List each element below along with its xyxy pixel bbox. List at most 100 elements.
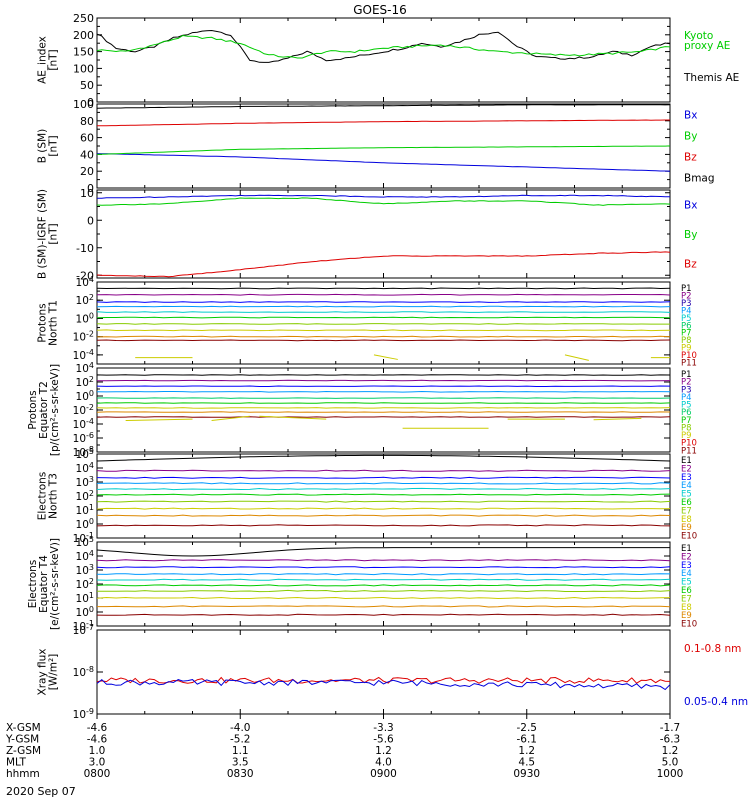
- ephemeris-row-label: Y-GSM: [5, 734, 39, 746]
- y-tick-label: 101: [76, 591, 94, 605]
- y-tick-label: 105: [76, 535, 94, 549]
- y-axis-label: North T3: [48, 473, 60, 519]
- y-tick-label: 0: [87, 214, 94, 227]
- panel-1: B (SM) [nT] 0 20 40 60 80 100 Bx By Bz Bmag: [37, 98, 715, 195]
- legend-label: E7: [681, 594, 692, 604]
- y-axis-label: B (SM)-IGRF (SM): [37, 189, 49, 279]
- flux-series: [96, 397, 671, 399]
- y-tick-label: 200: [73, 29, 94, 42]
- legend-label: E8: [681, 603, 692, 613]
- ephemeris-value: -6.1: [517, 734, 538, 746]
- y-axis-label: [nT]: [48, 49, 60, 70]
- flux-series: [96, 329, 671, 332]
- y-tick-label: 10-9: [73, 707, 94, 721]
- y-tick-label: 10-4: [73, 348, 94, 362]
- y-tick-label: 10-1: [73, 619, 94, 633]
- flux-series: [96, 547, 670, 557]
- legend-label: E3: [681, 561, 692, 571]
- ephemeris-value: -3.3: [373, 722, 394, 734]
- flux-series: [96, 293, 671, 296]
- y-tick-label: 102: [76, 577, 94, 591]
- flux-series: [96, 323, 670, 325]
- panel-6: Electrons Equator T4 [e/(cm²-s-sr-keV)] 105…: [27, 535, 697, 633]
- y-axis-label: [nT]: [48, 223, 60, 244]
- ephemeris-value: 1.2: [375, 745, 392, 757]
- legend-label: By: [684, 229, 697, 241]
- legend-label: Kyoto: [684, 30, 713, 42]
- legend-label: P10: [681, 439, 697, 449]
- legend-label: 0.1-0.8 nm: [684, 643, 741, 655]
- series-line-bz: [97, 119, 670, 127]
- legend-label: P3: [681, 299, 692, 309]
- y-tick-label: 10-8: [73, 445, 94, 459]
- panel-frame: [96, 629, 671, 715]
- legend-label: P5: [681, 314, 692, 324]
- legend-label: P3: [681, 385, 692, 395]
- y-tick-label: 20: [80, 165, 94, 178]
- y-tick-label: 40: [80, 148, 94, 161]
- legend-label: E9: [681, 523, 692, 533]
- flux-series: [96, 584, 671, 587]
- y-tick-label: 102: [76, 293, 94, 307]
- ephemeris-value: 3.0: [89, 757, 106, 769]
- ephemeris-value: 1000: [657, 768, 684, 780]
- legend-label: P6: [681, 408, 692, 418]
- y-axis-label: AE_index: [37, 36, 49, 84]
- legend-label: P4: [681, 393, 692, 403]
- series-line-by: [96, 197, 671, 206]
- y-tick-label: 102: [76, 489, 94, 503]
- legend-label: P5: [681, 401, 692, 411]
- y-tick-label: 104: [76, 549, 94, 563]
- legend-label: Bz: [684, 258, 697, 270]
- ephemeris-value: 4.5: [518, 757, 535, 769]
- ephemeris-value: 0830: [227, 768, 254, 780]
- y-axis-label: North T1: [48, 300, 60, 346]
- legend-label: P7: [681, 416, 692, 426]
- legend-label: P1: [681, 284, 692, 294]
- xray-series: [96, 676, 671, 684]
- legend-label: E6: [681, 586, 692, 596]
- y-tick-label: 104: [76, 361, 94, 375]
- y-tick-label: 101: [76, 503, 94, 517]
- flux-series: [97, 605, 671, 608]
- legend-label: E5: [681, 578, 692, 588]
- y-tick-label: 10-7: [73, 623, 94, 637]
- ephemeris-value: -2.5: [517, 722, 538, 734]
- flux-series: [96, 500, 671, 503]
- y-axis-label: [p/(cm²-s-sr-keV)]: [49, 364, 61, 456]
- ephemeris-value: 0900: [370, 768, 397, 780]
- panel-3: Protons North T1 104 102 100 10-2 10-4 P1P2P3P4…: [37, 275, 697, 369]
- y-axis-label: [e/(cm²-s-sr-keV)]: [49, 538, 61, 630]
- flux-series: [96, 493, 671, 496]
- legend-label: P9: [681, 344, 692, 354]
- y-tick-label: 104: [76, 461, 94, 475]
- series-line-kyoto-proxy-ae: [96, 34, 671, 59]
- y-tick-label: 103: [76, 563, 94, 577]
- legend-label: E9: [681, 611, 692, 621]
- legend-label: P2: [681, 291, 692, 301]
- legend-label: E5: [681, 490, 692, 500]
- legend-label: P10: [681, 351, 697, 361]
- panel-frame: [96, 17, 671, 103]
- y-axis-label: Protons: [27, 390, 39, 429]
- ephemeris-value: -6.3: [660, 734, 681, 746]
- y-axis-label: [W/m²]: [48, 654, 60, 691]
- flux-series: [96, 487, 671, 491]
- date-label: 2020 Sep 07: [6, 785, 76, 798]
- y-tick-label: 100: [76, 311, 94, 325]
- flux-series: [96, 566, 671, 569]
- flux-series: [96, 559, 671, 562]
- flux-series: [96, 287, 671, 290]
- y-tick-label: 10-4: [73, 417, 94, 431]
- legend-label: E10: [681, 532, 697, 542]
- ephemeris-value: 1.2: [518, 745, 535, 757]
- series-line-bmag: [96, 104, 671, 109]
- flux-series: [96, 316, 671, 319]
- legend-label: P11: [681, 359, 697, 369]
- legend-label: By: [684, 131, 697, 143]
- ephemeris-value: -5.2: [230, 734, 251, 746]
- flux-series: [96, 407, 671, 409]
- legend-label: P2: [681, 378, 692, 388]
